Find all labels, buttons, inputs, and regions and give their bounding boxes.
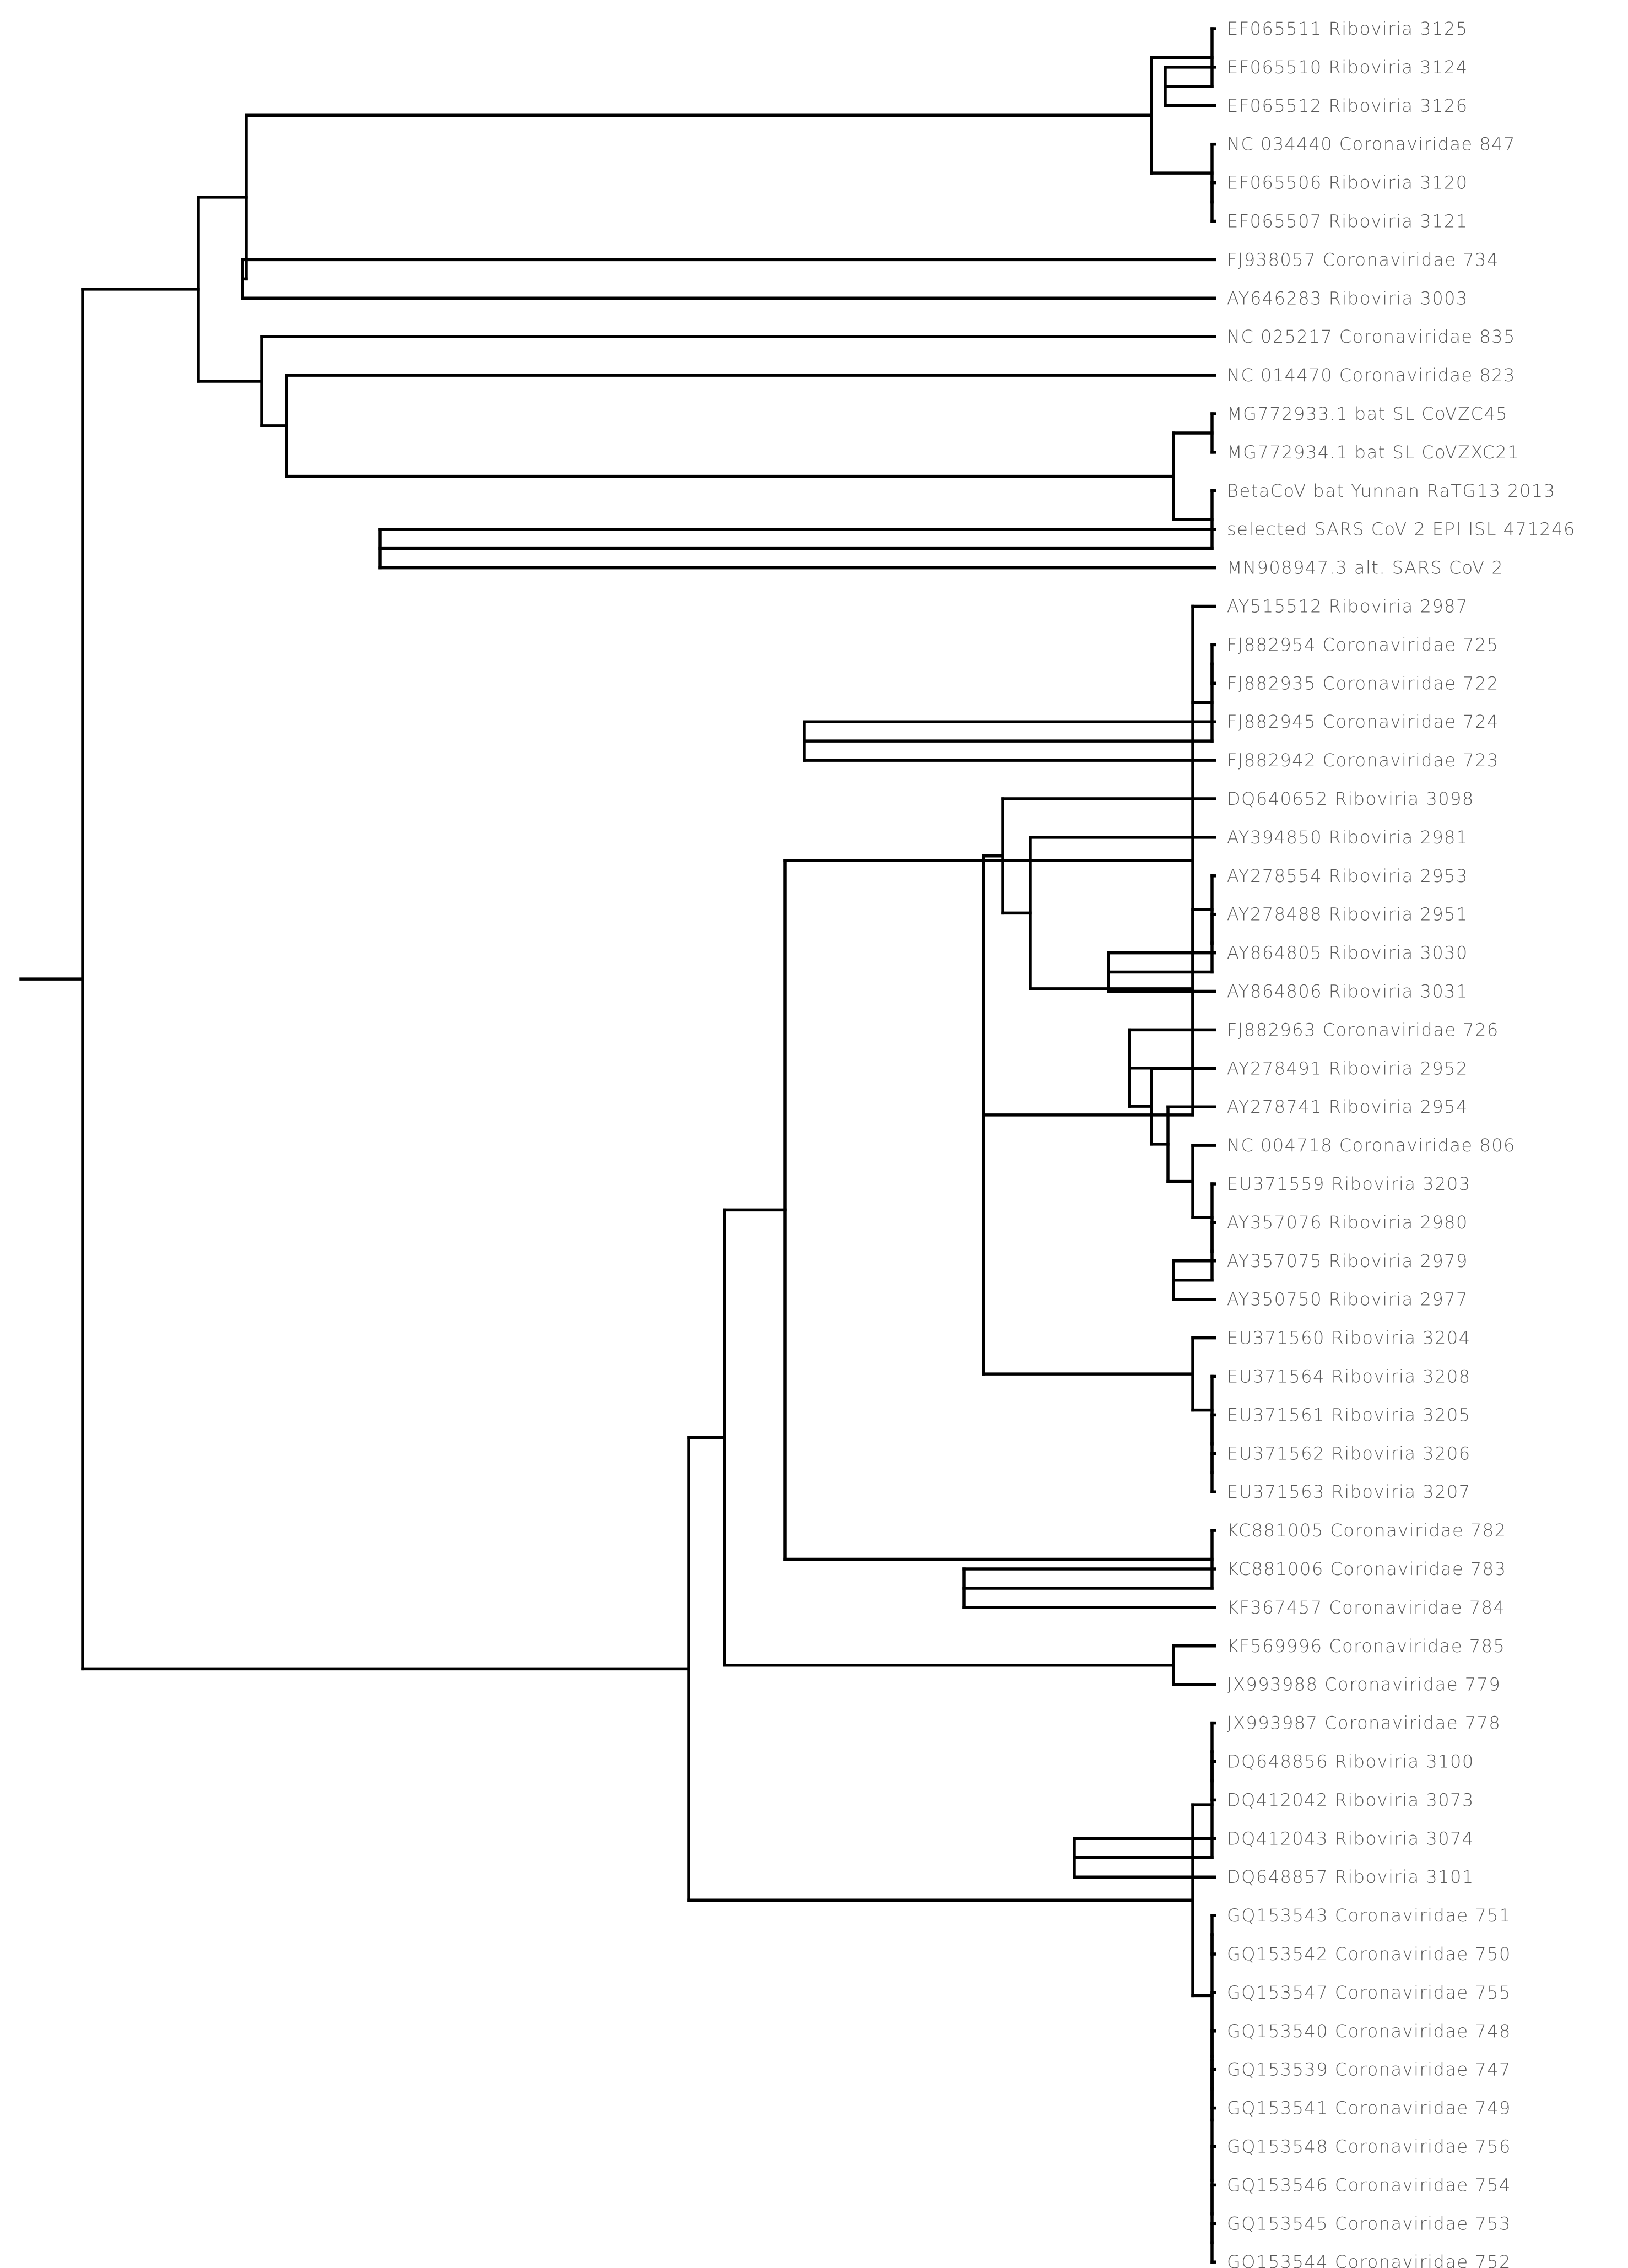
leaf-label: DQ412043 Riboviria 3074 (1227, 1828, 1474, 1849)
leaf-label: JX993987 Coronaviridae 778 (1227, 1713, 1501, 1734)
leaf-label: AY278741 Riboviria 2954 (1227, 1096, 1468, 1117)
leaf-label: NC 025217 Coronaviridae 835 (1227, 326, 1516, 347)
leaf-label: FJ882942 Coronaviridae 723 (1227, 750, 1499, 771)
leaf-label: GQ153542 Coronaviridae 750 (1227, 1944, 1511, 1964)
leaf-label: AY357076 Riboviria 2980 (1227, 1212, 1468, 1233)
leaf-label: BetaCoV bat Yunnan RaTG13 2013 (1227, 480, 1556, 501)
leaf-label: EU371561 Riboviria 3205 (1227, 1404, 1471, 1425)
leaf-label: FJ882945 Coronaviridae 724 (1227, 711, 1499, 732)
leaf-label: MG772933.1 bat SL CoVZC45 (1227, 403, 1508, 424)
leaf-label: EU371559 Riboviria 3203 (1227, 1173, 1471, 1194)
leaf-label: MG772934.1 bat SL CoVZXC21 (1227, 442, 1519, 463)
leaf-label: DQ412042 Riboviria 3073 (1227, 1789, 1474, 1810)
leaf-label: AY864806 Riboviria 3031 (1227, 981, 1468, 1002)
leaf-label: EU371563 Riboviria 3207 (1227, 1481, 1471, 1502)
leaf-label: AY515512 Riboviria 2987 (1227, 596, 1468, 617)
leaf-label: EF065507 Riboviria 3121 (1227, 211, 1468, 232)
leaf-label: GQ153544 Coronaviridae 752 (1227, 2251, 1511, 2268)
leaf-label: AY646283 Riboviria 3003 (1227, 288, 1468, 308)
leaf-label: AY350750 Riboviria 2977 (1227, 1289, 1468, 1310)
leaf-label: GQ153547 Coronaviridae 755 (1227, 1982, 1511, 2003)
leaf-label: FJ882954 Coronaviridae 725 (1227, 634, 1499, 655)
leaf-label: selected SARS CoV 2 EPI ISL 471246 (1227, 519, 1576, 540)
leaf-label: MN908947.3 alt. SARS CoV 2 (1227, 557, 1503, 578)
leaf-label: AY278491 Riboviria 2952 (1227, 1058, 1468, 1079)
leaf-label: AY357075 Riboviria 2979 (1227, 1251, 1468, 1271)
leaf-label: GQ153548 Coronaviridae 756 (1227, 2136, 1511, 2157)
leaf-label: FJ882963 Coronaviridae 726 (1227, 1019, 1499, 1040)
leaf-label: DQ648857 Riboviria 3101 (1227, 1866, 1474, 1887)
leaf-label: KC881006 Coronaviridae 783 (1227, 1558, 1506, 1579)
leaf-label: KC881005 Coronaviridae 782 (1227, 1520, 1506, 1541)
leaf-label: NC 034440 Coronaviridae 847 (1227, 134, 1516, 155)
leaf-label: FJ882935 Coronaviridae 722 (1227, 673, 1499, 694)
leaf-label: EU371564 Riboviria 3208 (1227, 1366, 1471, 1387)
leaf-label: FJ938057 Coronaviridae 734 (1227, 249, 1499, 270)
leaf-label: NC 004718 Coronaviridae 806 (1227, 1135, 1516, 1156)
leaf-label: GQ153540 Coronaviridae 748 (1227, 2021, 1511, 2042)
leaf-label: GQ153543 Coronaviridae 751 (1227, 1905, 1511, 1926)
leaf-label: AY278554 Riboviria 2953 (1227, 865, 1468, 886)
leaf-label: AY864805 Riboviria 3030 (1227, 943, 1468, 964)
leaf-label: GQ153546 Coronaviridae 754 (1227, 2174, 1511, 2195)
leaf-label: KF569996 Coronaviridae 785 (1227, 1636, 1505, 1657)
leaf-label: EF065506 Riboviria 3120 (1227, 172, 1468, 193)
leaf-label: GQ153545 Coronaviridae 753 (1227, 2213, 1511, 2234)
leaf-label: AY394850 Riboviria 2981 (1227, 827, 1468, 848)
leaf-label: EU371560 Riboviria 3204 (1227, 1328, 1471, 1349)
leaf-label: AY278488 Riboviria 2951 (1227, 904, 1468, 925)
leaf-label: GQ153539 Coronaviridae 747 (1227, 2059, 1511, 2080)
leaf-label: DQ648856 Riboviria 3100 (1227, 1751, 1474, 1772)
leaf-label: EF065511 Riboviria 3125 (1227, 18, 1468, 39)
leaf-label: JX993988 Coronaviridae 779 (1227, 1674, 1501, 1695)
leaf-label: KF367457 Coronaviridae 784 (1227, 1597, 1505, 1618)
leaf-label: EU371562 Riboviria 3206 (1227, 1443, 1471, 1464)
leaf-label: GQ153541 Coronaviridae 749 (1227, 2098, 1511, 2119)
leaf-label: NC 014470 Coronaviridae 823 (1227, 365, 1516, 386)
leaf-label: EF065512 Riboviria 3126 (1227, 95, 1468, 116)
leaf-label: EF065510 Riboviria 3124 (1227, 57, 1468, 78)
leaf-label: DQ640652 Riboviria 3098 (1227, 788, 1474, 809)
